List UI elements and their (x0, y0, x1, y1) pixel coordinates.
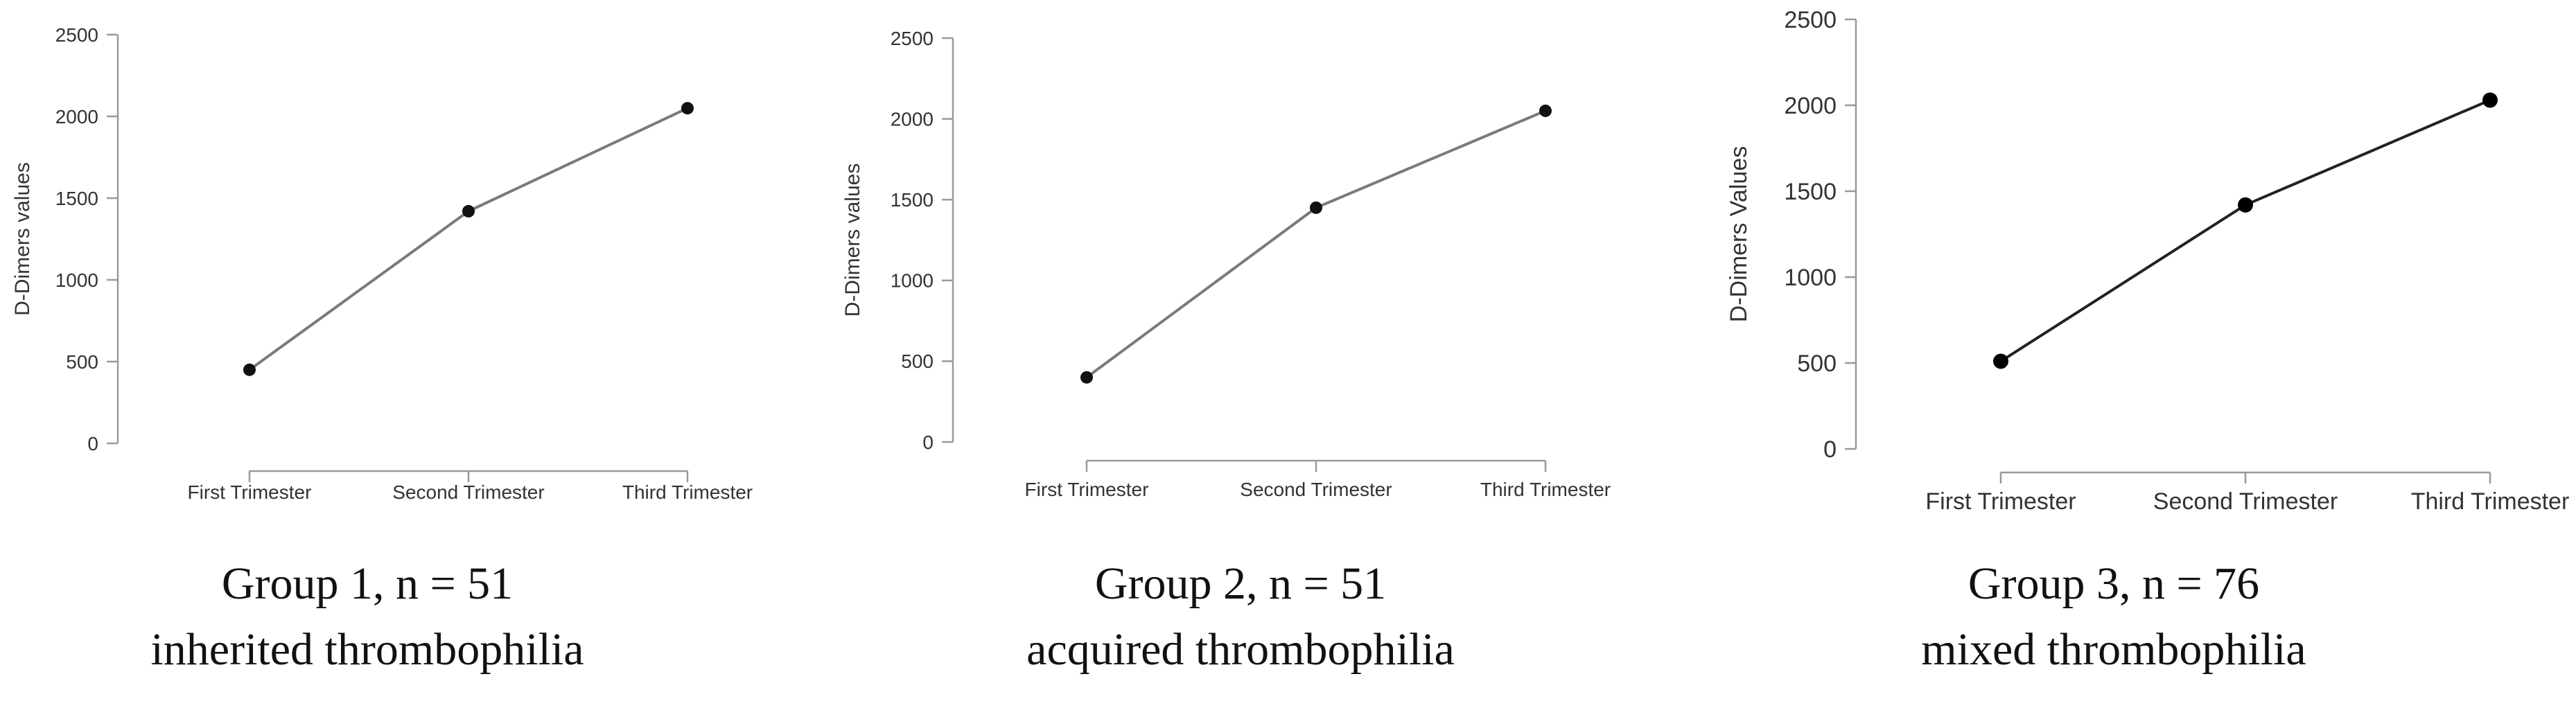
chart-3-y-tick-label-0: 0 (1823, 436, 1837, 463)
chart-3-y-tick-label-3: 1500 (1784, 179, 1837, 205)
chart-3-svg: 0 500 1000 1500 2000 2500 D-Dimers Values First… (1726, 7, 2570, 515)
chart-3-y-tick-label-4: 2000 (1784, 93, 1837, 119)
caption-1-description: inherited thrombophilia (150, 624, 584, 675)
chart-3-x-tick-label-0: First Trimester (1925, 488, 2076, 515)
chart-1-y-tick-label-3: 1500 (55, 188, 98, 209)
chart-2-y-axis-label: D-Dimers values (841, 163, 864, 317)
chart-2-y-tick-label-0: 0 (922, 432, 934, 453)
chart-1-x-tick-label-0: First Trimester (188, 481, 312, 503)
chart-2-x-tick-label-1: Second Trimester (1240, 479, 1392, 500)
chart-1-x-tick-label-1: Second Trimester (392, 481, 544, 503)
chart-panel-3: 0 500 1000 1500 2000 2500 D-Dimers Values First… (1705, 0, 2576, 708)
chart-2-y-tick-label-5: 2500 (891, 28, 934, 49)
chart-2-point-1 (1310, 201, 1322, 214)
chart-3-y-tick-label-2: 1000 (1784, 265, 1837, 291)
chart-1-y-tick-label-4: 2000 (55, 106, 98, 127)
chart-3-y-tick-label-1: 500 (1797, 351, 1837, 377)
chart-1-y-tick-label-1: 500 (66, 351, 98, 373)
caption-2-group: Group 2, n = 51 (1094, 558, 1387, 609)
chart-3-y-axis-label: D-Dimers Values (1726, 146, 1752, 322)
chart-panel-1: 0 500 1000 1500 2000 2500 D-Dimers values First… (0, 0, 818, 708)
chart-3-x-tick-label-2: Third Trimester (2411, 488, 2570, 515)
chart-3-point-1 (2238, 197, 2253, 213)
caption-3-description: mixed thrombophilia (1921, 624, 2306, 675)
chart-2-x-tick-label-0: First Trimester (1025, 479, 1149, 500)
caption-2-description: acquired thrombophilia (1026, 624, 1455, 675)
chart-3-series-line (1999, 98, 2491, 363)
chart-2-y-tick-label-1: 500 (901, 351, 934, 372)
chart-2-point-0 (1080, 371, 1093, 384)
caption-1-group: Group 1, n = 51 (221, 558, 514, 609)
chart-1-point-1 (462, 204, 475, 218)
chart-1-point-2 (681, 102, 694, 115)
chart-1-y-axis-label: D-Dimers values (11, 162, 34, 316)
chart-2-y-tick-label-2: 1000 (891, 270, 934, 292)
chart-3-point-0 (1993, 353, 2008, 369)
chart-1-x-tick-label-2: Third Trimester (622, 481, 753, 503)
chart-2-x-tick-label-2: Third Trimester (1480, 479, 1611, 500)
chart-1-y-tick-label-5: 2500 (55, 24, 98, 46)
chart-1-y-tick-label-2: 1000 (55, 269, 98, 291)
chart-1-point-0 (243, 363, 256, 376)
caption-2: Group 2, n = 51 acquired thrombophilia (832, 561, 1649, 693)
chart-2-y-tick-label-4: 2000 (891, 108, 934, 130)
chart-panel-2: 0 500 1000 1500 2000 2500 D-Dimers values First… (832, 0, 1649, 708)
chart-2-svg: 0 500 1000 1500 2000 2500 D-Dimers values First… (841, 28, 1611, 500)
caption-3: Group 3, n = 76 mixed thrombophilia (1705, 561, 2523, 693)
chart-2-series-line (1085, 109, 1546, 379)
caption-1: Group 1, n = 51 inherited thrombophilia (0, 561, 735, 693)
chart-3-y-tick-label-5: 2500 (1784, 7, 1837, 33)
chart-3-x-tick-label-1: Second Trimester (2153, 488, 2338, 515)
chart-1-y-tick-label-0: 0 (87, 433, 98, 454)
chart-2-point-2 (1539, 104, 1552, 117)
caption-3-group: Group 3, n = 76 (1968, 558, 2260, 609)
chart-3-point-2 (2482, 92, 2498, 108)
chart-2-y-tick-label-3: 1500 (891, 189, 934, 211)
chart-1-svg: 0 500 1000 1500 2000 2500 D-Dimers values First… (11, 24, 753, 503)
chart-1-series-line (248, 107, 688, 371)
